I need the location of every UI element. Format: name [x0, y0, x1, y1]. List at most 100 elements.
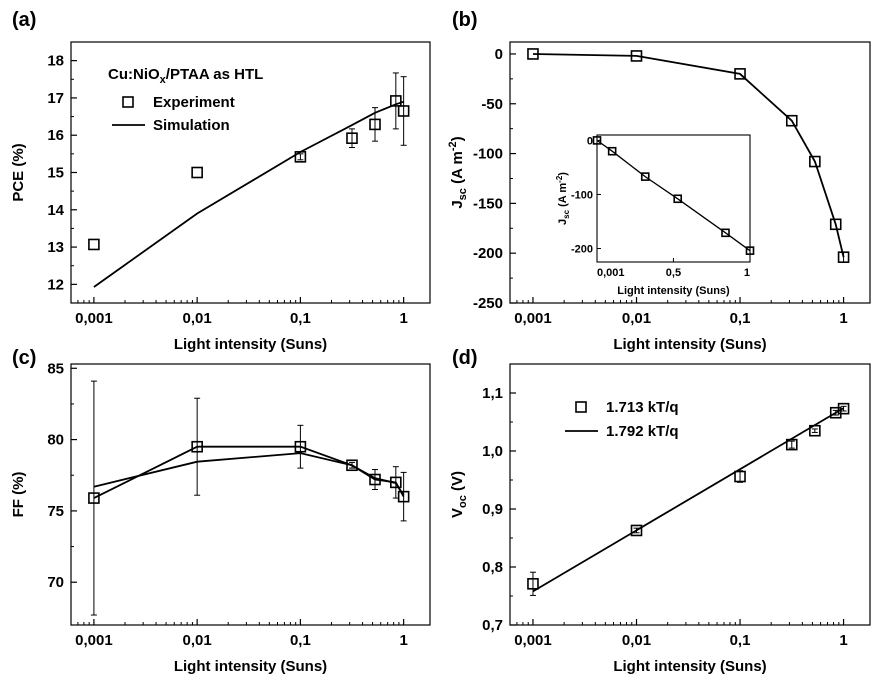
x-tick-label: 0,1 [290, 632, 311, 649]
legend-title: Cu:NiOx/PTAA as HTL [108, 66, 263, 86]
y-tick-label: 75 [47, 503, 64, 520]
inset-y-tick-label: -100 [571, 189, 593, 201]
x-axis-label: Light intensity (Suns) [613, 336, 766, 353]
data-point [734, 470, 746, 483]
panel-a: (a) 0,001 0,01 0,1 1 12 13 14 15 16 17 18 Light inte… [10, 9, 431, 353]
y-label-subscript: oc [457, 495, 469, 508]
x-axis-label: Light intensity (Suns) [174, 336, 327, 353]
plot-frame [509, 363, 871, 626]
inset-data-point [721, 228, 730, 238]
x-tick-label: 0,1 [290, 310, 311, 327]
legend: Cu:NiOx/PTAA as HTL Experiment Simulation [108, 66, 263, 134]
data-point [294, 440, 307, 453]
data-point [191, 166, 203, 179]
data-point [527, 578, 539, 590]
panel-label: (d) [452, 347, 478, 369]
x-tick-label: 0,001 [75, 310, 113, 327]
x-axis: 0,001 0,01 0,1 1 [509, 297, 848, 327]
panel-d: (d) 0,001 0,01 0,1 1 0,7 0,8 0,9 1,0 1,1 Light int… [449, 347, 871, 675]
data-point [369, 118, 381, 131]
x-tick-label: 0,01 [183, 310, 212, 327]
x-axis: 0,001 0,01 0,1 1 [70, 297, 408, 327]
legend-label-experiment: 1.713 kT/q [606, 399, 679, 416]
y-tick-label: 13 [47, 239, 64, 256]
data-point [397, 105, 410, 117]
y-axis: 12 13 14 15 16 17 18 [47, 53, 77, 293]
y-tick-label: 0,7 [482, 617, 503, 634]
x-tick-label: 1 [839, 310, 847, 327]
plot-frame [509, 41, 871, 304]
data-point [191, 440, 203, 453]
series-line [93, 100, 404, 288]
plot-frame [70, 363, 431, 626]
data-point [88, 238, 100, 251]
data-point [829, 218, 842, 231]
x-axis: 0,001 0,01 0,1 1 [509, 619, 848, 649]
error-bar [348, 128, 355, 149]
data-point [785, 114, 798, 127]
data-point [630, 524, 643, 537]
y-tick-label: 85 [47, 360, 64, 377]
y-axis: 0 -50 -100 -150 -200 -250 [473, 46, 516, 312]
x-tick-label: 0,001 [514, 310, 552, 327]
y-label-main: V [449, 508, 466, 518]
legend-label-fit: 1.792 kT/q [606, 423, 679, 440]
legend-marker-experiment [575, 401, 587, 413]
inset-data-point [745, 246, 755, 255]
inset-data-point [592, 136, 602, 145]
data-point [88, 492, 100, 504]
legend-title-rest: /PTAA as HTL [166, 66, 264, 83]
x-tick-label: 0,001 [75, 632, 113, 649]
series-1 [93, 452, 405, 496]
y-axis: 70 75 80 85 [47, 360, 77, 591]
x-tick-label: 0,01 [183, 632, 212, 649]
panel-b: (b) 0,001 0,01 0,1 1 0 -50 -100 -150 -200 -250 Ligh… [447, 9, 871, 353]
x-tick-label: 1 [399, 310, 407, 327]
x-axis: 0,001 0,01 0,1 1 [70, 619, 408, 649]
x-axis-label: Light intensity (Suns) [613, 658, 766, 675]
legend: 1.713 kT/q 1.792 kT/q [565, 399, 679, 440]
series-1 [93, 100, 404, 288]
y-tick-label: 12 [47, 276, 64, 293]
legend-label-simulation: Simulation [153, 117, 230, 134]
data-point [837, 251, 850, 263]
inset-y-label-subscript: sc [562, 209, 571, 218]
y-tick-label: -200 [473, 245, 503, 262]
y-tick-label: -150 [473, 195, 503, 212]
panel-label: (c) [12, 347, 36, 369]
y-label-superscript: -2 [447, 141, 459, 151]
inset-y-tick-label: 0 [587, 135, 593, 147]
inset-chart: 0,001 0,5 1 0 -100 -200 Light intensity (Suns)… [555, 134, 755, 297]
data-point [829, 406, 842, 419]
x-tick-label: 0,1 [730, 310, 751, 327]
inset-data-point [607, 146, 617, 156]
inset-data-point [640, 172, 650, 181]
error-bar [297, 424, 304, 469]
y-axis-label: Jsc (A m-2) [447, 136, 469, 208]
y-tick-label: 1,0 [482, 443, 503, 460]
data-point [390, 95, 402, 107]
error-bar [840, 251, 847, 263]
data-point [837, 402, 850, 415]
y-tick-label: 80 [47, 432, 64, 449]
legend-marker-experiment [122, 96, 134, 108]
data-point [734, 68, 746, 80]
series-line [93, 452, 405, 496]
x-tick-label: 1 [839, 632, 847, 649]
y-tick-label: -50 [481, 96, 503, 113]
data-point [397, 490, 410, 503]
y-tick-label: 0,9 [482, 501, 503, 518]
series-0 [88, 380, 410, 616]
inset-x-axis-label: Light intensity (Suns) [617, 285, 730, 297]
y-tick-label: 18 [47, 53, 64, 70]
x-tick-label: 0,01 [622, 632, 651, 649]
panel-c: (c) 0,001 0,01 0,1 1 70 75 80 85 Light intensity … [10, 347, 431, 675]
panel-label: (b) [452, 9, 478, 31]
error-bar [194, 397, 201, 496]
error-bar [372, 469, 379, 491]
panel-label: (a) [12, 9, 36, 31]
series-0 [527, 402, 850, 596]
y-tick-label: 17 [47, 90, 64, 107]
y-label-rest: (A m [449, 151, 466, 188]
series-1 [532, 407, 845, 593]
